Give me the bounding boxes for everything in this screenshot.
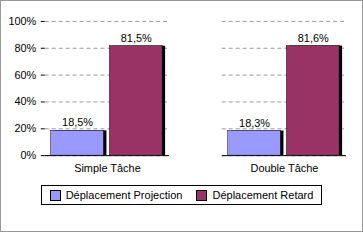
svg-text:Simple Tâche: Simple Tâche bbox=[74, 162, 141, 174]
svg-text:40%: 40% bbox=[14, 95, 36, 107]
svg-text:18,5%: 18,5% bbox=[62, 116, 93, 128]
svg-text:18,3%: 18,3% bbox=[239, 117, 270, 129]
html-text:Déplacement Projection: Déplacement Projection bbox=[65, 189, 183, 201]
html-text:Déplacement Retard: Déplacement Retard bbox=[212, 189, 314, 201]
svg-text:81,6%: 81,6% bbox=[298, 32, 329, 44]
svg-text:Double Tâche: Double Tâche bbox=[251, 162, 319, 174]
svg-text:81,5%: 81,5% bbox=[121, 32, 152, 44]
svg-text:60%: 60% bbox=[14, 69, 36, 81]
svg-text:80%: 80% bbox=[14, 42, 36, 54]
svg-text:100%: 100% bbox=[8, 15, 36, 27]
svg-text:20%: 20% bbox=[14, 122, 36, 134]
svg-text:0%: 0% bbox=[21, 149, 37, 161]
